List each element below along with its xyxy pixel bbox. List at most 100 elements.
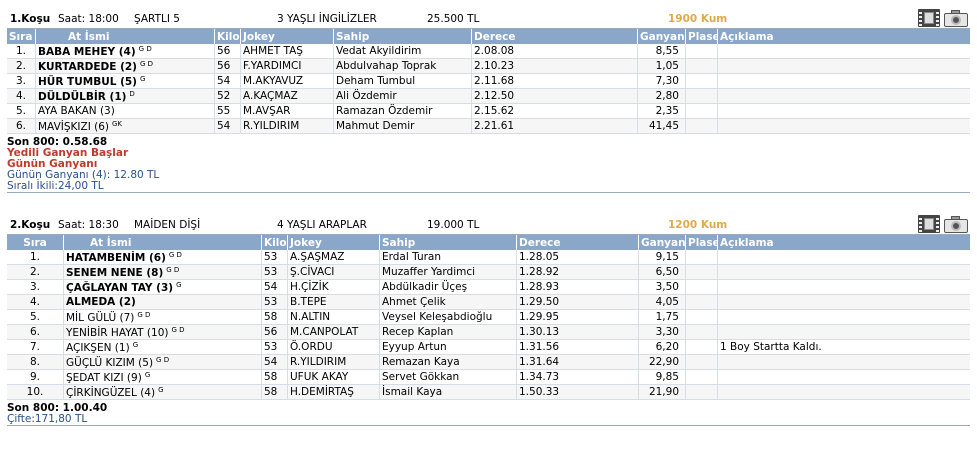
race-2-rows: 1. HATAMBENİM (6) G D 53 A.ŞAŞMAZ Erdal Turan… [7,250,970,400]
table-row: 10. ÇİRKİNGÜZEL (4) G 58 H.DEMİRTAŞ İsmail Ka… [7,385,970,400]
cell-kilo: 53 [262,265,288,280]
horse-name[interactable]: ÇİRKİNGÜZEL (4) [66,386,156,399]
film-icon[interactable] [918,9,940,27]
cell-rank: 1. [7,44,36,59]
col-sahip: Sahip [380,235,517,250]
horse-name[interactable]: SENEM NENE (8) [66,266,164,279]
race-2-age-group: 4 YAŞLI ARAPLAR [277,219,367,231]
cell-kilo: 54 [262,280,288,295]
cell-kilo: 58 [262,370,288,385]
cell-aciklama [718,280,970,295]
table-row: 2. SENEM NENE (8) G D 53 Ş.CİVACI Muzaffer Ya… [7,265,970,280]
race-1-son800: Son 800: 0.58.68 [7,136,108,148]
cell-jokey: B.TEPE [288,295,380,310]
gunun-ganyani-label: Günün Ganyanı [7,158,98,170]
cell-sahip: Ahmet Çelik [380,295,517,310]
horse-equipment-code: G [158,385,164,394]
cell-horse-name: YENİBİR HAYAT (10) G D [64,325,262,340]
cell-derece: 2.15.62 [472,104,638,119]
cell-plase [686,59,718,74]
cell-jokey: M.AKYAVUZ [241,74,334,89]
cell-horse-name: GÜÇLÜ KIZIM (5) G D [64,355,262,370]
cell-kilo: 53 [262,295,288,310]
cell-rank: 10. [7,385,64,400]
cell-horse-name: DÜLDÜLBİR (1) D [36,89,215,104]
col-at-ismi: At İsmi [36,29,215,44]
cell-kilo: 52 [215,89,241,104]
cell-derece: 1.29.95 [517,310,639,325]
table-row: 6. MAVİŞKIZI (6) GK 54 R.YILDIRIM Mahmut Demi… [7,119,970,134]
cell-ganyan: 3,30 [639,325,686,340]
cell-horse-name: MİL GÜLÜ (7) G D [64,310,262,325]
horse-name[interactable]: ÇAĞLAYAN TAY (3) [66,281,174,294]
cell-jokey: M.AVŞAR [241,104,334,119]
cell-kilo: 58 [262,310,288,325]
race-1-distance: 1900 Kum [668,13,728,25]
horse-equipment-code: G D [168,250,182,259]
horse-name[interactable]: YENİBİR HAYAT (10) [66,326,169,339]
cell-derece: 2.12.50 [472,89,638,104]
cell-aciklama [718,74,970,89]
race-2-header: 2.Koşu Saat: 18:30 MAİDEN DİŞİ 4 YAŞLI A… [7,214,970,235]
cell-sahip: İsmail Kaya [380,385,517,400]
cell-aciklama [718,265,970,280]
horse-equipment-code: G D [156,355,170,364]
horse-name[interactable]: ALMEDA (2) [66,296,136,308]
horse-name[interactable]: DÜLDÜLBİR (1) [38,90,127,103]
race-2-prize: 19.000 TL [427,219,480,231]
race-2-section: 2.Koşu Saat: 18:30 MAİDEN DİŞİ 4 YAŞLI A… [7,214,970,426]
cell-jokey: UFUK AKAY [288,370,380,385]
cell-aciklama [718,89,970,104]
cell-horse-name: KURTARDEDE (2) G D [36,59,215,74]
horse-name[interactable]: AYA BAKAN (3) [38,105,115,117]
sirali-ikili-value: Sıralı İkili:24,00 TL [7,181,970,193]
cell-aciklama [718,385,970,400]
cell-ganyan: 2,80 [638,89,686,104]
horse-name[interactable]: HÜR TUMBUL (5) [38,75,137,88]
race-1-results-table: Sıra At İsmi Kilo Jokey Sahip Derece Gan… [7,29,970,134]
film-icon[interactable] [918,215,940,233]
cell-horse-name: SENEM NENE (8) G D [64,265,262,280]
cell-jokey: F.YARDIMCI [241,59,334,74]
cell-horse-name: MAVİŞKIZI (6) GK [36,119,215,134]
cell-aciklama [718,119,970,134]
col-derece: Derece [517,235,639,250]
horse-name[interactable]: MAVİŞKIZI (6) [38,120,109,133]
table-row: 1. BABA MEHEY (4) G D 56 AHMET TAŞ Vedat Akyi… [7,44,970,59]
cell-kilo: 56 [215,59,241,74]
race-2-results-table: Sıra At İsmi Kilo Jokey Sahip Derece Gan… [7,235,970,400]
horse-name[interactable]: HATAMBENİM (6) [66,251,166,264]
cell-derece: 2.21.61 [472,119,638,134]
horse-name[interactable]: BABA MEHEY (4) [38,45,136,58]
camera-icon[interactable] [944,9,968,27]
race-2-distance: 1200 Kum [668,219,728,231]
cell-plase [686,74,718,89]
horse-name[interactable]: ŞEDAT KIZI (9) [66,371,142,384]
cell-derece: 2.10.23 [472,59,638,74]
cell-plase [686,295,718,310]
camera-icon[interactable] [944,215,968,233]
cell-plase [686,310,718,325]
cell-jokey: Ö.ORDU [288,340,380,355]
cell-aciklama [718,44,970,59]
horse-name[interactable]: GÜÇLÜ KIZIM (5) [66,356,154,369]
cell-rank: 1. [7,250,64,265]
cell-ganyan: 1,05 [638,59,686,74]
cell-sahip: Remazan Kaya [380,355,517,370]
cell-jokey: AHMET TAŞ [241,44,334,59]
horse-name[interactable]: KURTARDEDE (2) [38,60,137,73]
col-aciklama: Açıklama [718,235,970,250]
cell-aciklama [718,295,970,310]
cell-horse-name: ŞEDAT KIZI (9) G [64,370,262,385]
cell-aciklama [718,104,970,119]
gunun-ganyani-value: Günün Ganyanı (4): 12.80 TL [7,169,160,181]
cell-sahip: Abdülkadir Üçeş [380,280,517,295]
horse-name[interactable]: MİL GÜLÜ (7) [66,311,135,324]
horse-equipment-code: GK [112,119,123,128]
horse-name[interactable]: AÇIKŞEN (1) [66,341,130,354]
cell-sahip: Abdulvahap Toprak [334,59,472,74]
table-row: 4. DÜLDÜLBİR (1) D 52 A.KAÇMAZ Ali Özdemir 2.1… [7,89,970,104]
horse-equipment-code: G D [171,325,185,334]
cell-aciklama [718,59,970,74]
cell-kilo: 56 [262,325,288,340]
